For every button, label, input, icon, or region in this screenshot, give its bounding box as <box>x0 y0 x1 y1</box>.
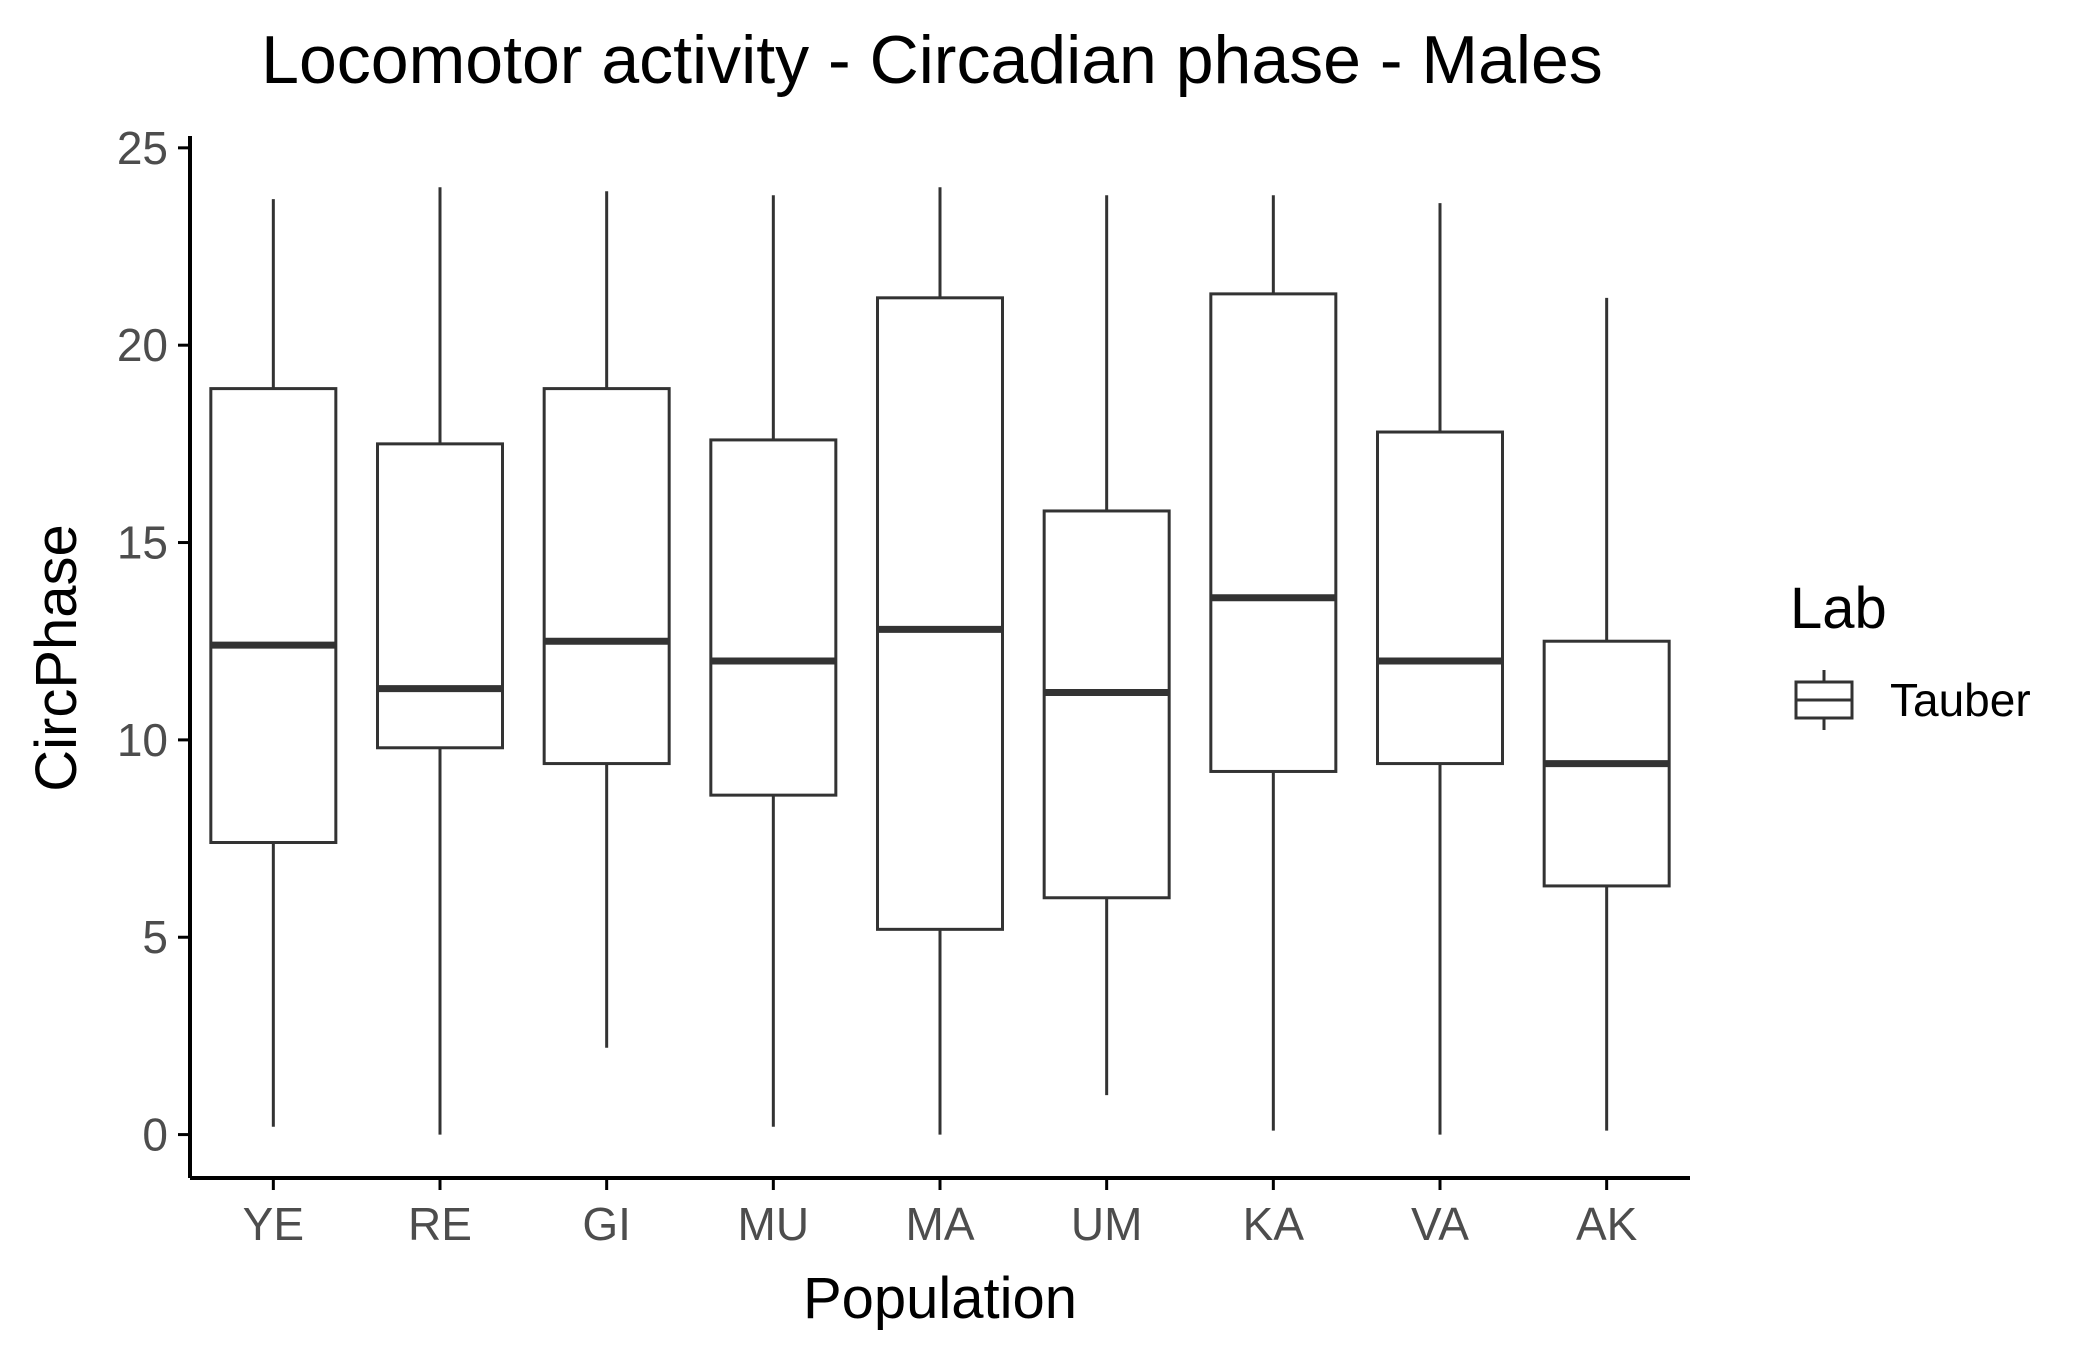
legend-keys: Tauber <box>1794 670 2031 730</box>
y-tick-label: 10 <box>117 714 168 766</box>
x-tick-label: KA <box>1243 1198 1305 1250</box>
box-iqr <box>376 442 504 750</box>
legend-title: Lab <box>1790 576 1887 641</box>
box-RE <box>376 187 504 1135</box>
x-tick-label: RE <box>408 1198 472 1250</box>
axes: 0 5 10 15 20 25 YE RE GI MU MA UM KA VA AK <box>117 122 1690 1250</box>
plot-area <box>209 187 1671 1135</box>
y-axis-title: CircPhase <box>24 524 89 792</box>
box-AK <box>1542 297 1671 1131</box>
y-tick-label: 15 <box>117 517 168 569</box>
box-iqr <box>1042 509 1171 900</box>
legend: Lab Tauber <box>1790 576 2031 730</box>
box-MU <box>709 195 838 1127</box>
x-tick-label: YE <box>243 1198 304 1250</box>
chart-title: Locomotor activity - Circadian phase - M… <box>261 22 1603 98</box>
box-KA <box>1209 195 1338 1131</box>
x-tick-label: AK <box>1576 1198 1638 1250</box>
legend-entry: Tauber <box>1794 670 2031 730</box>
y-tick-label: 25 <box>117 122 168 174</box>
y-tick-label: 0 <box>142 1109 168 1161</box>
box-iqr <box>1209 292 1338 773</box>
box-UM <box>1042 195 1171 1096</box>
box-GI <box>542 191 671 1048</box>
y-tick-label: 20 <box>117 319 168 371</box>
x-tick-label: UM <box>1071 1198 1143 1250</box>
x-tick-label: GI <box>582 1198 631 1250</box>
box-iqr <box>542 387 671 766</box>
box-iqr <box>709 438 838 797</box>
x-tick-label: MA <box>906 1198 975 1250</box>
x-axis-title: Population <box>803 1266 1077 1331</box>
legend-label: Tauber <box>1890 674 2031 726</box>
box-VA <box>1376 203 1504 1135</box>
x-tick-label: VA <box>1411 1198 1469 1250</box>
box-YE <box>209 199 338 1127</box>
box-iqr <box>209 387 338 845</box>
box-iqr <box>876 296 1004 931</box>
x-tick-label: MU <box>738 1198 810 1250</box>
y-tick-label: 5 <box>142 911 168 963</box>
box-iqr <box>1376 430 1504 766</box>
box-MA <box>876 187 1004 1135</box>
